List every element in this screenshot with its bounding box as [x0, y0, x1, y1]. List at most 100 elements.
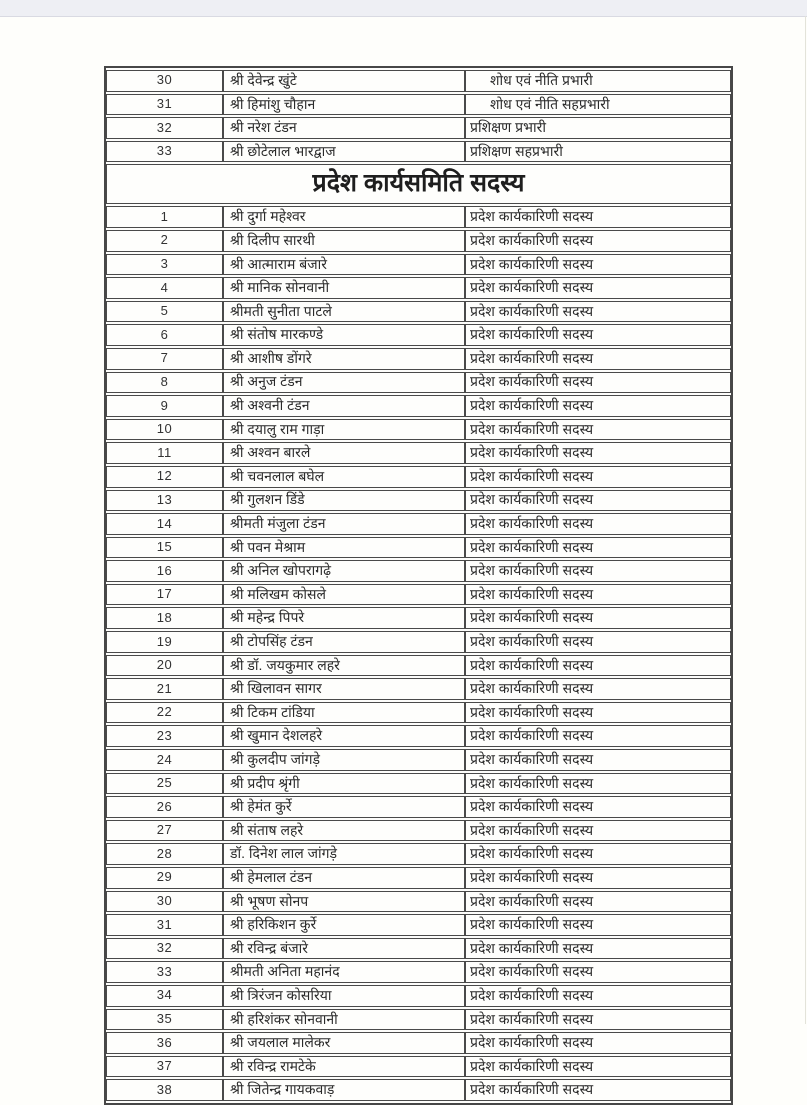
name-cell: श्री रविन्द्र बंजारे — [223, 937, 465, 960]
serial-cell: 16 — [106, 560, 223, 582]
role-cell: प्रदेश कार्यकारिणी सदस्य — [465, 1032, 731, 1054]
serial-cell: 14 — [106, 513, 223, 535]
name-cell: श्री हेमलाल टंडन — [223, 867, 465, 889]
table-row: 21 श्री खिलावन सागर प्रदेश कार्यकारिणी सदस… — [106, 678, 731, 700]
table-row: 15 श्री पवन मेश्राम प्रदेश कार्यकारिणी सदस… — [106, 536, 731, 559]
serial-cell: 38 — [106, 1079, 223, 1101]
serial-cell: 33 — [106, 961, 223, 983]
table-row: 11 श्री अश्वन बारले प्रदेश कार्यकारिणी सदस… — [106, 442, 731, 464]
role-cell: प्रदेश कार्यकारिणी सदस्य — [465, 465, 731, 488]
table-row: 8 श्री अनुज टंडन प्रदेश कार्यकारिणी सदस्य — [106, 371, 731, 394]
serial-cell: 1 — [106, 206, 223, 228]
members-table: 30 श्री देवेन्द्र खुंटे शोध एवं नीति प्रभा… — [106, 68, 731, 1103]
role-cell: प्रदेश कार्यकारिणी सदस्य — [465, 984, 731, 1007]
name-cell: श्री देवेन्द्र खुंटे — [223, 70, 465, 92]
serial-cell: 9 — [106, 395, 223, 417]
role-cell: प्रदेश कार्यकारिणी सदस्य — [465, 560, 731, 582]
table-row: 38 श्री जितेन्द्र गायकवाड़ प्रदेश कार्यकार… — [106, 1079, 731, 1101]
name-cell: श्री आत्माराम बंजारे — [223, 253, 465, 276]
name-cell: श्री जयलाल मालेकर — [223, 1032, 465, 1054]
name-cell: श्री महेन्द्र पिपरे — [223, 607, 465, 630]
table-row: 3 श्री आत्माराम बंजारे प्रदेश कार्यकारिणी … — [106, 253, 731, 276]
serial-cell: 20 — [106, 654, 223, 677]
serial-cell: 31 — [106, 93, 223, 116]
table-row: 25 श्री प्रदीप श्रृंगी प्रदेश कार्यकारिणी … — [106, 772, 731, 795]
role-cell: प्रदेश कार्यकारिणी सदस्य — [465, 631, 731, 653]
serial-cell: 28 — [106, 843, 223, 865]
name-cell: श्री अनिल खोपरागढ़े — [223, 560, 465, 582]
browser-top-strip — [0, 0, 807, 17]
role-cell: प्रदेश कार्यकारिणी सदस्य — [465, 819, 731, 842]
name-cell: श्री प्रदीप श्रृंगी — [223, 772, 465, 795]
serial-cell: 33 — [106, 140, 223, 163]
table-section-header: प्रदेश कार्यसमिति सदस्य — [106, 164, 731, 205]
name-cell: श्री नरेश टंडन — [223, 117, 465, 139]
name-cell: श्री अश्वनी टंडन — [223, 395, 465, 417]
name-cell: श्री संतोष मारकण्डे — [223, 324, 465, 346]
name-cell: श्री मानिक सोनवानी — [223, 277, 465, 299]
role-cell: प्रदेश कार्यकारिणी सदस्य — [465, 654, 731, 677]
serial-cell: 23 — [106, 725, 223, 748]
serial-cell: 26 — [106, 796, 223, 818]
table-row: 24 श्री कुलदीप जांगड़े प्रदेश कार्यकारिणी … — [106, 749, 731, 771]
serial-cell: 29 — [106, 867, 223, 889]
table-row: 2 श्री दिलीप सारथी प्रदेश कार्यकारिणी सदस्… — [106, 229, 731, 252]
table-row: 36 श्री जयलाल मालेकर प्रदेश कार्यकारिणी सद… — [106, 1032, 731, 1054]
table-row: 32 श्री रविन्द्र बंजारे प्रदेश कार्यकारिणी… — [106, 937, 731, 960]
role-cell: प्रदेश कार्यकारिणी सदस्य — [465, 867, 731, 889]
name-cell: श्री अनुज टंडन — [223, 371, 465, 394]
role-cell: प्रदेश कार्यकारिणी सदस्य — [465, 678, 731, 700]
serial-cell: 13 — [106, 489, 223, 512]
name-cell: श्री छोटेलाल भारद्वाज — [223, 140, 465, 163]
name-cell: श्री टिकम टांडिया — [223, 701, 465, 724]
serial-cell: 25 — [106, 772, 223, 795]
table-row: 6 श्री संतोष मारकण्डे प्रदेश कार्यकारिणी स… — [106, 324, 731, 346]
name-cell: श्री भूषण सोनप — [223, 890, 465, 913]
name-cell: श्री पवन मेश्राम — [223, 536, 465, 559]
table-row: 33 श्रीमती अनिता महानंद प्रदेश कार्यकारिणी… — [106, 961, 731, 983]
table-row: 29 श्री हेमलाल टंडन प्रदेश कार्यकारिणी सदस… — [106, 867, 731, 889]
section-header-row: प्रदेश कार्यसमिति सदस्य — [106, 164, 731, 205]
name-cell: डॉ. दिनेश लाल जांगड़े — [223, 843, 465, 865]
table-row: 16 श्री अनिल खोपरागढ़े प्रदेश कार्यकारिणी … — [106, 560, 731, 582]
serial-cell: 24 — [106, 749, 223, 771]
table-row: 12 श्री चवनलाल बघेल प्रदेश कार्यकारिणी सदस… — [106, 465, 731, 488]
serial-cell: 4 — [106, 277, 223, 299]
member-rows: 1 श्री दुर्गा महेश्वर प्रदेश कार्यकारिणी स… — [106, 206, 731, 1101]
table-row: 1 श्री दुर्गा महेश्वर प्रदेश कार्यकारिणी स… — [106, 206, 731, 228]
table-row: 13 श्री गुलशन डिंडे प्रदेश कार्यकारिणी सदस… — [106, 489, 731, 512]
role-cell: प्रदेश कार्यकारिणी सदस्य — [465, 418, 731, 441]
table-row: 19 श्री टोपसिंह टंडन प्रदेश कार्यकारिणी सद… — [106, 631, 731, 653]
serial-cell: 12 — [106, 465, 223, 488]
table-row: 22 श्री टिकम टांडिया प्रदेश कार्यकारिणी सद… — [106, 701, 731, 724]
document-area: 30 श्री देवेन्द्र खुंटे शोध एवं नीति प्रभा… — [104, 66, 733, 1105]
role-cell: प्रदेश कार्यकारिणी सदस्य — [465, 796, 731, 818]
name-cell: श्री जितेन्द्र गायकवाड़ — [223, 1079, 465, 1101]
role-cell: शोध एवं नीति प्रभारी — [465, 70, 731, 92]
role-cell: शोध एवं नीति सहप्रभारी — [465, 93, 731, 116]
name-cell: श्री त्रिरंजन कोसरिया — [223, 984, 465, 1007]
name-cell: श्री आशीष डोंगरे — [223, 347, 465, 370]
serial-cell: 6 — [106, 324, 223, 346]
serial-cell: 10 — [106, 418, 223, 441]
table-row: 35 श्री हरिशंकर सोनवानी प्रदेश कार्यकारिणी… — [106, 1008, 731, 1031]
table-row: 7 श्री आशीष डोंगरे प्रदेश कार्यकारिणी सदस्… — [106, 347, 731, 370]
name-cell: श्री हरिकिशन कुर्रे — [223, 914, 465, 936]
role-cell: प्रदेश कार्यकारिणी सदस्य — [465, 1079, 731, 1101]
table-row: 9 श्री अश्वनी टंडन प्रदेश कार्यकारिणी सदस्… — [106, 395, 731, 417]
role-cell: प्रदेश कार्यकारिणी सदस्य — [465, 277, 731, 299]
serial-cell: 7 — [106, 347, 223, 370]
table-row: 4 श्री मानिक सोनवानी प्रदेश कार्यकारिणी सद… — [106, 277, 731, 299]
name-cell: श्री मलिखम कोसले — [223, 583, 465, 606]
serial-cell: 15 — [106, 536, 223, 559]
name-cell: श्री गुलशन डिंडे — [223, 489, 465, 512]
name-cell: श्रीमती मंजुला टंडन — [223, 513, 465, 535]
role-cell: प्रदेश कार्यकारिणी सदस्य — [465, 324, 731, 346]
name-cell: श्री अश्वन बारले — [223, 442, 465, 464]
role-cell: प्रदेश कार्यकारिणी सदस्य — [465, 772, 731, 795]
serial-cell: 19 — [106, 631, 223, 653]
name-cell: श्री टोपसिंह टंडन — [223, 631, 465, 653]
serial-cell: 37 — [106, 1055, 223, 1078]
role-cell: प्रदेश कार्यकारिणी सदस्य — [465, 442, 731, 464]
role-cell: प्रदेश कार्यकारिणी सदस्य — [465, 395, 731, 417]
